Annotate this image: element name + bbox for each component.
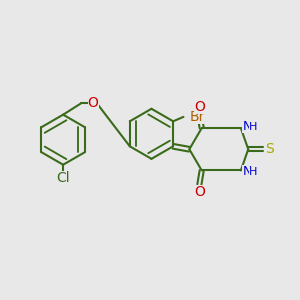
Text: Br: Br — [190, 110, 205, 124]
Text: O: O — [194, 185, 205, 199]
Text: S: S — [265, 142, 274, 156]
Text: Cl: Cl — [56, 171, 70, 185]
Text: H: H — [249, 167, 257, 177]
Text: O: O — [88, 97, 99, 110]
Text: O: O — [194, 100, 205, 114]
Text: N: N — [242, 165, 252, 178]
Text: H: H — [249, 122, 257, 132]
Text: N: N — [242, 120, 252, 133]
